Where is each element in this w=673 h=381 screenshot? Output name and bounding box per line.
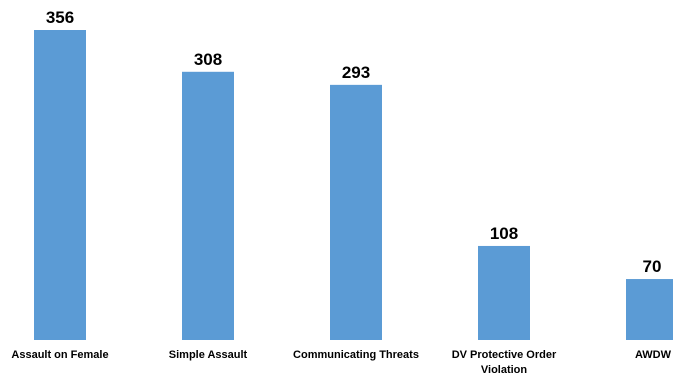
bar-1 (182, 71, 234, 340)
category-label-4: AWDW (635, 349, 672, 361)
bar-2 (330, 84, 382, 340)
value-label-3: 108 (490, 224, 518, 243)
value-label-1: 308 (194, 50, 222, 69)
bar-4 (626, 279, 673, 340)
category-label-1: Simple Assault (169, 349, 248, 361)
value-label-0: 356 (46, 8, 74, 27)
category-label-0: Assault on Female (11, 349, 108, 361)
value-label-4: 70 (643, 257, 662, 276)
category-label-2: Communicating Threats (293, 349, 419, 361)
bar-3 (478, 245, 530, 340)
value-label-2: 293 (342, 63, 370, 82)
category-label-3: DV Protective Order Violation (452, 349, 557, 376)
bar-0 (34, 30, 86, 340)
